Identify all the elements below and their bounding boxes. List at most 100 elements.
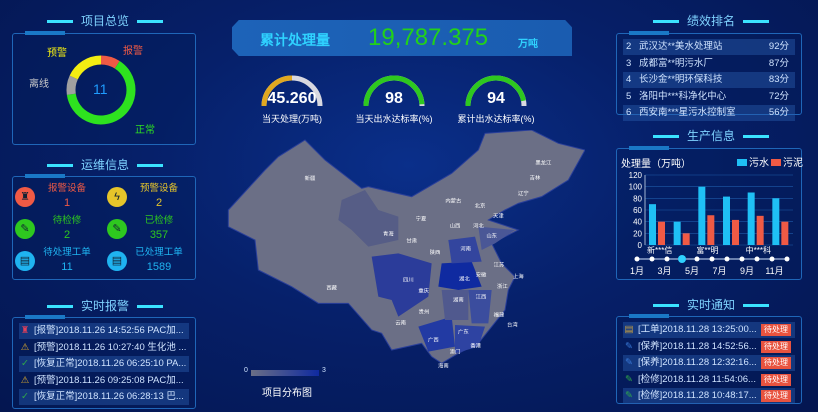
- notice-text: [保养]2018.11.28 12:32:16...: [638, 357, 757, 368]
- timeline-dot[interactable]: [769, 256, 775, 262]
- timeline-label[interactable]: 5月: [685, 266, 699, 276]
- map-label: 上海: [513, 272, 524, 280]
- bar-sludge[interactable]: [756, 215, 764, 245]
- status-badge[interactable]: 待处理: [761, 390, 791, 402]
- map-province-hubei: [438, 261, 482, 290]
- bar-sewage[interactable]: [747, 192, 755, 246]
- list-item[interactable]: ✎ [保养]2018.11.28 12:32:16... 待处理: [623, 355, 795, 371]
- x-tick-label: 新***信: [647, 245, 672, 255]
- timeline-dot[interactable]: [649, 256, 655, 262]
- list-item[interactable]: ✓ [恢复正常]2018.11.26 06:25:10 PA...: [19, 356, 189, 372]
- list-item[interactable]: 3 成都富**明污水厂 87分: [623, 56, 795, 72]
- map-label: 贵州: [419, 307, 430, 315]
- ops-item[interactable]: ♜ 报警设备 1: [15, 183, 105, 211]
- donut-segment[interactable]: [66, 60, 136, 125]
- ops-item[interactable]: ✎ 待检修 2: [15, 215, 105, 243]
- lightning-icon: ϟ: [107, 187, 127, 207]
- status-badge[interactable]: 待处理: [761, 373, 791, 386]
- map-label: 河北: [473, 221, 484, 229]
- timeline-dot[interactable]: [739, 256, 745, 262]
- timeline-label[interactable]: 1月: [630, 266, 644, 276]
- timeline-label[interactable]: 9月: [740, 266, 754, 276]
- bar-sewage[interactable]: [723, 196, 730, 245]
- list-item[interactable]: 5 洛阳中***科净化中心 72分: [623, 89, 795, 105]
- summary-value: 19,787.375: [368, 24, 489, 51]
- notices-title: 实时通知: [618, 296, 804, 313]
- timeline-dot[interactable]: [634, 256, 640, 262]
- ops-item[interactable]: ▤ 已处理工单 1589: [107, 247, 197, 275]
- donut-segment[interactable]: [69, 55, 102, 80]
- map-label: 四川: [403, 277, 414, 284]
- alarm-text: [恢复正常]2018.11.26 06:28:13 巴...: [34, 391, 184, 402]
- gauge-fill: [363, 75, 425, 107]
- legend-label[interactable]: 污泥: [783, 156, 803, 169]
- rank-number: 2: [626, 41, 632, 52]
- ops-item[interactable]: ▤ 待处理工单 11: [15, 247, 105, 275]
- bar-sludge[interactable]: [682, 233, 690, 245]
- list-item[interactable]: 2 武汉达**美水处理站 92分: [623, 39, 795, 55]
- list-item[interactable]: ⚠ [预警]2018.11.26 10:27:40 生化池 ...: [19, 340, 189, 356]
- timeline-dot[interactable]: [709, 256, 715, 262]
- rank-score: 87分: [768, 57, 789, 69]
- summary-unit: 万吨: [518, 39, 538, 50]
- y-tick-label: 0: [638, 241, 643, 250]
- timeline-dot[interactable]: [724, 256, 730, 262]
- bar-sludge[interactable]: [658, 221, 665, 245]
- list-item[interactable]: ♜ [报警]2018.11.26 14:52:56 PAC加...: [19, 323, 189, 339]
- list-item[interactable]: 4 长沙金**明环保科技 83分: [623, 72, 795, 88]
- donut-segment[interactable]: [66, 75, 78, 95]
- timeline-label[interactable]: 7月: [712, 266, 726, 276]
- status-badge[interactable]: 待处理: [761, 340, 791, 353]
- bar-sewage[interactable]: [698, 186, 706, 245]
- map-label: 台湾: [507, 321, 518, 329]
- map-label: 广西: [428, 336, 439, 344]
- bar-sewage[interactable]: [772, 198, 780, 245]
- notice-text: [保养]2018.11.28 14:52:56...: [638, 340, 757, 352]
- ops-title: 运维信息: [12, 156, 198, 173]
- list-item[interactable]: ✎ [检修]2018.11.28 10:48:17... 待处理: [623, 388, 795, 404]
- notice-text: [检修]2018.11.28 10:48:17...: [638, 390, 757, 401]
- x-tick-label: 富**明: [696, 245, 718, 255]
- warning-icon: ⚠: [20, 341, 30, 353]
- warning-icon: ⚠: [20, 374, 30, 386]
- list-item[interactable]: ⚠ [预警]2018.11.26 09:25:08 PAC加...: [19, 373, 189, 389]
- list-item[interactable]: ✎ [检修]2018.11.28 11:54:06... 待处理: [623, 372, 795, 388]
- map-label: 浙江: [497, 282, 508, 290]
- bar-sludge[interactable]: [707, 215, 715, 245]
- production-chart: 处理量（万吨） 污水 污泥 0 20 40 60 80 100 120 新***信 富**明 中***科…: [621, 156, 803, 276]
- bar-sludge[interactable]: [781, 221, 789, 245]
- list-item[interactable]: 6 西安南***星污水控制室 56分: [623, 105, 795, 121]
- timeline-label[interactable]: 3月: [657, 266, 671, 276]
- gauge-value: 45.260: [267, 90, 317, 107]
- timeline-dot[interactable]: [784, 256, 790, 262]
- alarm-icon: ♜: [20, 325, 30, 336]
- notices-panel: ▤ [工单]2018.11.28 13:25:00... 待处理 ✎ [保养]2018.…: [616, 314, 802, 404]
- status-badge[interactable]: 待处理: [761, 357, 791, 369]
- timeline-dot[interactable]: [664, 256, 670, 262]
- status-badge[interactable]: 待处理: [761, 324, 791, 336]
- legend-label[interactable]: 污水: [749, 157, 769, 169]
- ops-item[interactable]: ϟ 预警设备 2: [107, 183, 197, 211]
- bar-sewage[interactable]: [649, 204, 656, 245]
- wrench-icon: ✎: [625, 340, 633, 352]
- rank-name: 西安南***星污水控制室: [639, 107, 736, 118]
- timeline-dot[interactable]: [754, 256, 760, 262]
- donut-segment[interactable]: [100, 55, 120, 69]
- bar-sewage[interactable]: [673, 221, 681, 245]
- list-item[interactable]: ▤ [工单]2018.11.28 13:25:00... 待处理: [623, 322, 795, 338]
- alarms-panel: ♜ [报警]2018.11.26 14:52:56 PAC加... ⚠ [预警]201…: [12, 315, 196, 409]
- timeline-dot[interactable]: [694, 256, 700, 262]
- list-item[interactable]: ✎ [保养]2018.11.28 14:52:56... 待处理: [623, 339, 795, 355]
- map-legend-bar[interactable]: [251, 370, 319, 376]
- list-item[interactable]: ✓ [恢复正常]2018.11.26 06:28:13 巴...: [19, 389, 189, 405]
- y-tick-label: 20: [633, 229, 642, 238]
- production-panel: 处理量（万吨） 污水 污泥 0 20 40 60 80 100 120 新***信 富**明 中***科…: [616, 146, 803, 280]
- timeline-label[interactable]: 11月: [765, 266, 783, 276]
- bar-sludge[interactable]: [732, 219, 739, 245]
- ops-item[interactable]: ✎ 已检修 357: [107, 215, 197, 243]
- ops-value: 1: [63, 197, 71, 209]
- timeline-active-dot[interactable]: [678, 255, 686, 263]
- map-label: 安徽: [476, 271, 487, 279]
- alarm-text: [预警]2018.11.26 09:25:08 PAC加...: [34, 374, 184, 386]
